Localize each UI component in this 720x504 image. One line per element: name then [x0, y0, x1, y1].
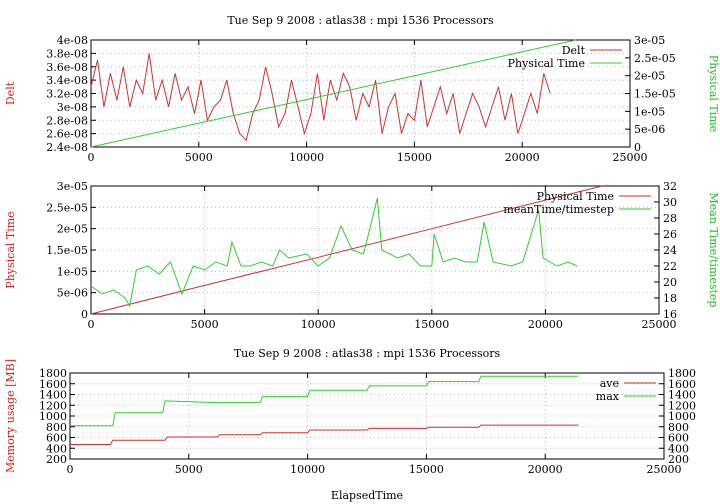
y-tick-label-right: 1800 — [668, 367, 696, 380]
chart-title: Tue Sep 9 2008 : atlas38 : mpi 1536 Proc… — [234, 347, 501, 360]
y-tick-label-right: 3e-05 — [634, 34, 665, 47]
y-tick-label-right: 1600 — [668, 378, 696, 391]
y-tick-label-right: 30 — [663, 196, 677, 209]
y-axis-label-right: Mean Time/timestep — [707, 193, 720, 308]
x-tick-label: 0 — [67, 463, 74, 476]
x-tick-label: 0 — [88, 151, 95, 164]
x-tick-label: 20000 — [528, 318, 563, 331]
y-tick-label-left: 3.8e-08 — [46, 47, 88, 60]
y-tick-label-right: 1.5e-05 — [634, 88, 676, 101]
y-tick-label-right: 26 — [663, 228, 677, 241]
y-tick-label-left: 1400 — [39, 389, 67, 402]
y-tick-label-left: 1800 — [39, 367, 67, 380]
chart-title: Tue Sep 9 2008 : atlas38 : mpi 1536 Proc… — [227, 14, 494, 27]
x-tick-label: 10000 — [290, 463, 325, 476]
x-tick-label: 5000 — [191, 318, 219, 331]
x-tick-label: 20000 — [505, 151, 540, 164]
y-tick-label-right: 5e-06 — [634, 123, 665, 136]
y-axis-label-right: Physical Time — [707, 55, 720, 132]
y-tick-label-right: 1000 — [668, 410, 696, 423]
y-tick-label-left: 800 — [46, 421, 67, 434]
x-tick-label: 25000 — [642, 318, 677, 331]
y-tick-label-right: 2.5e-05 — [634, 52, 676, 65]
legend-label: Physical Time — [537, 190, 614, 203]
y-tick-label-left: 600 — [46, 432, 67, 445]
x-tick-label: 10000 — [301, 318, 336, 331]
y-tick-label-left: 4e-08 — [57, 34, 88, 47]
x-tick-label: 25000 — [613, 151, 648, 164]
x-tick-label: 5000 — [185, 151, 213, 164]
series-line-0 — [70, 424, 579, 445]
y-tick-label-left: 3.6e-08 — [46, 61, 88, 74]
y-tick-label-left: 400 — [46, 442, 67, 455]
y-tick-label-right: 28 — [663, 212, 677, 225]
y-tick-label-right: 1e-05 — [634, 105, 665, 118]
x-tick-label: 5000 — [175, 463, 203, 476]
y-tick-label-right: 24 — [663, 244, 677, 257]
y-tick-label-left: 1.5e-05 — [46, 244, 88, 257]
y-tick-label-left: 2e-05 — [57, 223, 88, 236]
y-tick-label-left: 3.4e-08 — [46, 74, 88, 87]
panel-delt: Tue Sep 9 2008 : atlas38 : mpi 1536 Proc… — [4, 14, 720, 164]
y-tick-label-right: 32 — [663, 180, 677, 193]
y-tick-label-right: 22 — [663, 260, 677, 273]
series-line-1 — [90, 39, 577, 148]
y-tick-label-left: 1000 — [39, 410, 67, 423]
y-tick-label-left: 2.6e-08 — [46, 128, 88, 141]
x-axis-label: ElapsedTime — [331, 489, 403, 502]
y-axis-label-left: Memory usage [MB] — [4, 359, 17, 473]
y-tick-label-right: 2e-05 — [634, 70, 665, 83]
legend-label: max — [596, 390, 620, 403]
y-tick-label-right: 1400 — [668, 389, 696, 402]
legend-label: meanTime/timestep — [503, 203, 614, 216]
y-axis-label-left: Physical Time — [4, 211, 17, 288]
x-tick-label: 25000 — [647, 463, 682, 476]
y-tick-label-right: 20 — [663, 276, 677, 289]
y-tick-label-right: 18 — [663, 292, 677, 305]
series-line-0 — [90, 185, 603, 315]
y-tick-label-right: 400 — [668, 442, 689, 455]
x-tick-label: 10000 — [289, 151, 324, 164]
y-tick-label-left: 1200 — [39, 399, 67, 412]
y-tick-label-left: 0 — [81, 308, 88, 321]
x-tick-label: 15000 — [409, 463, 444, 476]
y-tick-label-right: 0 — [634, 141, 641, 154]
y-axis-label-left: Delt — [4, 81, 17, 105]
y-tick-label-left: 3.2e-08 — [46, 88, 88, 101]
y-tick-label-left: 200 — [46, 453, 67, 466]
y-tick-label-right: 16 — [663, 308, 677, 321]
x-tick-label: 15000 — [397, 151, 432, 164]
y-tick-label-left: 1e-05 — [57, 265, 88, 278]
x-tick-label: 15000 — [414, 318, 449, 331]
y-tick-label-left: 3e-05 — [57, 180, 88, 193]
y-tick-label-right: 200 — [668, 453, 689, 466]
legend-label: Delt — [562, 44, 586, 57]
y-tick-label-right: 800 — [668, 421, 689, 434]
y-tick-label-left: 2.4e-08 — [46, 141, 88, 154]
y-tick-label-left: 2.5e-05 — [46, 201, 88, 214]
y-tick-label-right: 1200 — [668, 399, 696, 412]
panel-memory-usage: Tue Sep 9 2008 : atlas38 : mpi 1536 Proc… — [4, 347, 696, 502]
y-tick-label-left: 3e-08 — [57, 101, 88, 114]
y-tick-label-right: 600 — [668, 432, 689, 445]
panel-physical-time: 0 5000 10000 15000 20000 25000 0 5e-06 1e-05 1.5e… — [4, 180, 720, 331]
series-line-1 — [90, 197, 578, 308]
legend-label: ave — [600, 377, 619, 390]
y-tick-label-left: 1600 — [39, 378, 67, 391]
series-line-1 — [70, 375, 579, 427]
y-tick-label-left: 2.8e-08 — [46, 114, 88, 127]
y-tick-label-left: 5e-06 — [57, 287, 88, 300]
legend-label: Physical Time — [508, 57, 585, 70]
x-tick-label: 0 — [88, 318, 95, 331]
x-tick-label: 20000 — [528, 463, 563, 476]
